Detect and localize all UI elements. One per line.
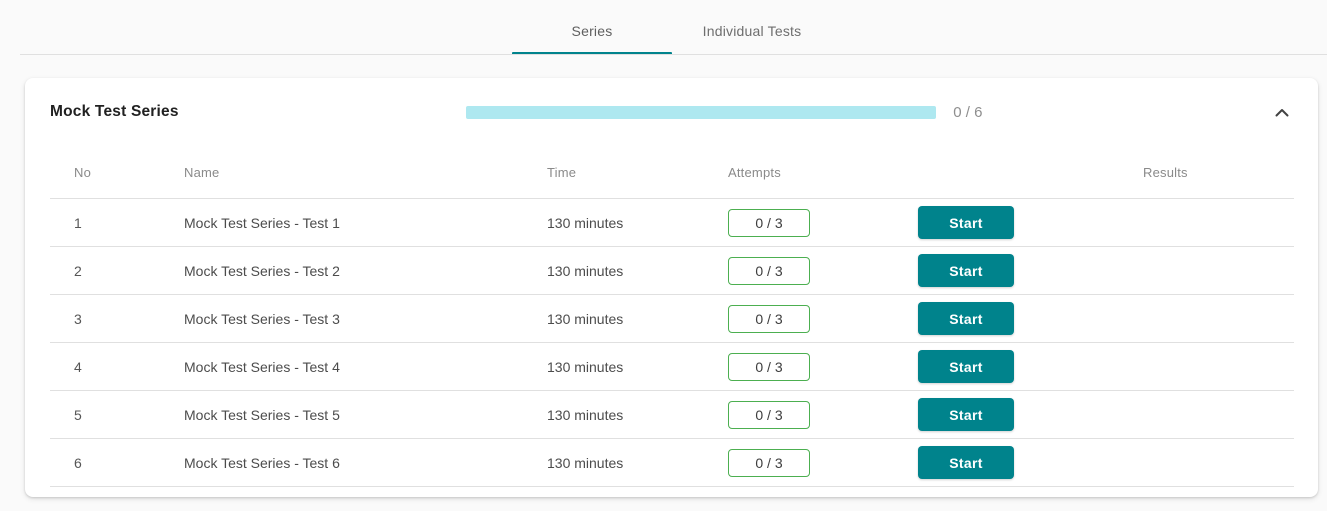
attempts-badge: 0 / 3 [728,448,810,477]
table-row: 5 Mock Test Series - Test 5 130 minutes … [50,391,1294,439]
test-time: 130 minutes [547,406,624,423]
test-time: 130 minutes [547,454,624,471]
card-header: Mock Test Series 0 / 6 [25,78,1318,146]
start-button[interactable]: Start [918,350,1014,383]
attempts-badge: 0 / 3 [728,304,810,333]
attempts-cell: 0 / 3 Start [728,206,1143,239]
tab-individual-tests[interactable]: Individual Tests [672,0,832,55]
progress-label: 0 / 6 [953,103,983,121]
attempts-badge: 0 / 3 [728,208,810,237]
table-body: 1 Mock Test Series - Test 1 130 minutes … [50,199,1294,487]
column-header-time: Time [547,164,577,180]
test-time: 130 minutes [547,310,624,327]
test-time: 130 minutes [547,214,624,231]
column-header-no: No [74,164,92,180]
row-number: 3 [74,310,82,327]
test-time: 130 minutes [547,358,624,375]
row-number: 5 [74,406,82,423]
row-number: 4 [74,358,82,375]
row-number: 2 [74,262,82,279]
table-row: 3 Mock Test Series - Test 3 130 minutes … [50,295,1294,343]
tabbar-divider [20,54,1327,55]
start-button[interactable]: Start [918,254,1014,287]
test-name: Mock Test Series - Test 5 [184,406,340,423]
attempts-badge: 0 / 3 [728,256,810,285]
start-button[interactable]: Start [918,302,1014,335]
table-row: 2 Mock Test Series - Test 2 130 minutes … [50,247,1294,295]
attempts-cell: 0 / 3 Start [728,254,1143,287]
start-button[interactable]: Start [918,206,1014,239]
table-row: 4 Mock Test Series - Test 4 130 minutes … [50,343,1294,391]
column-header-name: Name [184,164,220,180]
column-header-results: Results [1143,164,1188,180]
tab-series-label: Series [571,23,613,39]
tab-bar: Series Individual Tests [0,0,1327,55]
tests-table: No Name Time Attempts Results 1 Mock Tes… [50,146,1294,487]
table-row: 6 Mock Test Series - Test 6 130 minutes … [50,439,1294,487]
row-number: 6 [74,454,82,471]
progress-bar [466,105,937,119]
panel-title: Mock Test Series [50,103,179,120]
active-tab-indicator [512,52,672,55]
series-card: Mock Test Series 0 / 6 No Name Time Atte… [25,78,1318,497]
column-header-attempts: Attempts [728,164,781,180]
attempts-cell: 0 / 3 Start [728,350,1143,383]
table-header-row: No Name Time Attempts Results [50,146,1294,199]
table-row: 1 Mock Test Series - Test 1 130 minutes … [50,199,1294,247]
start-button[interactable]: Start [918,398,1014,431]
attempts-cell: 0 / 3 Start [728,302,1143,335]
attempts-cell: 0 / 3 Start [728,398,1143,431]
test-name: Mock Test Series - Test 2 [184,262,340,279]
attempts-badge: 0 / 3 [728,352,810,381]
attempts-cell: 0 / 3 Start [728,446,1143,479]
chevron-up-icon [1275,108,1289,116]
tab-series[interactable]: Series [512,0,672,55]
tab-individual-tests-label: Individual Tests [702,23,802,39]
test-name: Mock Test Series - Test 3 [184,310,340,327]
test-time: 130 minutes [547,262,624,279]
test-name: Mock Test Series - Test 1 [184,214,340,231]
start-button[interactable]: Start [918,446,1014,479]
row-number: 1 [74,214,82,231]
attempts-badge: 0 / 3 [728,400,810,429]
test-name: Mock Test Series - Test 4 [184,358,340,375]
collapse-button[interactable] [1270,100,1294,124]
tab-group: Series Individual Tests [512,0,832,55]
test-name: Mock Test Series - Test 6 [184,454,340,471]
